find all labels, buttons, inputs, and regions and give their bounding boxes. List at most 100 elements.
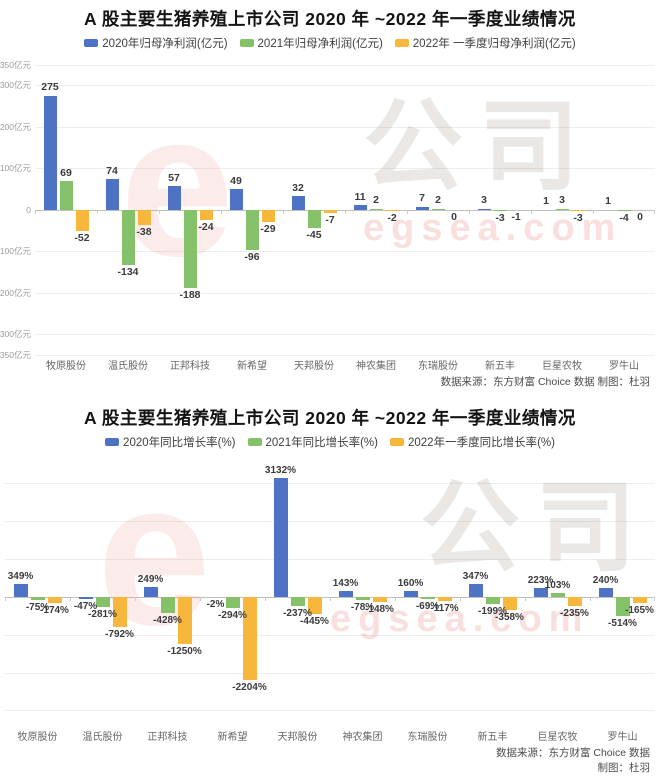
plot-area: 350亿元 300亿元 200亿元 100亿元 0 -100亿元 -200亿元 -300亿元 -… <box>0 60 655 360</box>
bar-value-label: -4 <box>619 212 629 225</box>
bar-value-label: -1250% <box>167 646 202 658</box>
axis-tick <box>221 209 222 214</box>
axis-tick <box>654 209 655 214</box>
bar-value-label: 57 <box>168 171 180 184</box>
bar-value-label: -45 <box>306 229 322 242</box>
bar-value-label: 49 <box>230 174 242 187</box>
x-axis-labels: 牧原股份 温氏股份 正邦科技 新希望 天邦股份 神农集团 东瑞股份 新五丰 巨星农牧 罗牛山 <box>35 357 655 372</box>
bar-value-label: -47% <box>73 600 98 612</box>
bar-value-label: -29 <box>260 222 276 235</box>
bar-value-label: -69% <box>415 601 440 613</box>
y-axis-tick-label: 100亿元 <box>0 163 31 174</box>
axis-tick <box>469 209 470 214</box>
axis-tick <box>460 596 461 601</box>
legend-label: 2021年同比增长率(%) <box>265 437 378 450</box>
bar-value-label: 223% <box>527 575 554 587</box>
category-label: 天邦股份 <box>294 360 334 372</box>
bar-value-label: 143% <box>332 578 359 590</box>
bar-value-label: 11 <box>354 190 366 203</box>
bar-value-label: -188 <box>179 288 201 301</box>
bar-value-label: -237% <box>283 607 312 619</box>
legend-swatch-icon <box>239 38 254 47</box>
bar <box>598 587 613 597</box>
bar <box>485 596 500 605</box>
legend-item: 2022年 一季度归母净利润(亿元) <box>394 35 576 51</box>
legend-label: 2022年一季度同比增长率(%) <box>407 437 555 450</box>
bar-value-label: -52 <box>74 232 90 245</box>
bar <box>291 196 305 210</box>
bar <box>59 181 73 210</box>
bar <box>431 208 445 210</box>
bar-value-label: -1 <box>511 211 521 224</box>
bar <box>468 583 483 597</box>
axis-tick <box>70 596 71 601</box>
category-label: 东瑞股份 <box>418 360 458 372</box>
category-label: 巨星农牧 <box>542 360 582 372</box>
bar-value-label: 7 <box>419 192 425 205</box>
bar-value-label: -428% <box>153 614 182 626</box>
legend-item: 2020年归母净利润(亿元) <box>84 35 228 51</box>
bar-value-label: -2% <box>206 598 225 610</box>
gridline <box>35 292 655 294</box>
bar-value-label: 160% <box>397 577 424 589</box>
legend: 2020年归母净利润(亿元) 2021年归母净利润(亿元) 2022年 一季度归母净… <box>0 35 660 51</box>
bar <box>355 596 370 600</box>
category-label: 神农集团 <box>342 732 383 744</box>
bar <box>385 209 399 211</box>
gridline <box>35 168 655 170</box>
bar <box>273 478 288 597</box>
bar <box>415 206 429 210</box>
source-line: 数据来源：东方财富 Choice 数据 制图：杜羽 <box>440 375 650 388</box>
category-label: 巨星农牧 <box>537 732 578 744</box>
bar-value-label: -281% <box>88 609 117 621</box>
legend-item: 2021年归母净利润(亿元) <box>239 35 383 51</box>
chart-title: A 股主要生猪养殖上市公司 2020 年 ~2022 年一季度业绩情况 <box>84 408 576 429</box>
bar-value-label: -514% <box>608 618 637 630</box>
axis-tick <box>590 596 591 601</box>
category-label: 新五丰 <box>477 732 508 744</box>
bar-value-label: -445% <box>300 615 329 627</box>
bar-value-label: -3 <box>495 211 505 224</box>
bar-value-label: -134 <box>117 266 139 279</box>
plot-area: e 公司 egsea.com 349% -75% -174% -47% -281% -792% 2… <box>5 451 655 714</box>
bar <box>403 590 418 597</box>
bar-value-label: -96 <box>244 250 260 263</box>
bar-value-label: -24 <box>198 220 214 233</box>
category-label: 天邦股份 <box>277 732 318 744</box>
gridline <box>5 521 655 522</box>
bar <box>437 596 452 602</box>
gridline <box>5 672 655 674</box>
legend-label: 2020年同比增长率(%) <box>123 437 236 450</box>
bar <box>261 209 275 222</box>
bar-value-label: 1 <box>543 194 549 207</box>
bar <box>112 596 127 627</box>
source-line: 制图：杜羽 <box>597 761 651 774</box>
category-label: 新希望 <box>217 732 248 744</box>
axis-tick <box>330 596 331 601</box>
axis-tick <box>525 596 526 601</box>
bar-value-label: 0 <box>637 210 643 223</box>
axis-tick <box>135 596 136 601</box>
bar <box>177 596 192 645</box>
gridline <box>5 710 655 712</box>
bar <box>420 596 435 600</box>
bar <box>550 592 565 597</box>
bar-value-label: 3 <box>481 194 487 206</box>
bar <box>533 588 548 597</box>
bar <box>105 179 119 210</box>
bar-value-label: 69 <box>60 166 72 179</box>
bar <box>30 596 45 600</box>
axis-tick <box>5 596 6 601</box>
category-label: 罗牛山 <box>607 732 638 744</box>
axis-tick <box>265 596 266 601</box>
y-axis-tick-label: 300亿元 <box>0 80 31 91</box>
category-label: 正邦科技 <box>170 360 210 372</box>
legend-item: 2022年一季度同比增长率(%) <box>389 434 555 450</box>
bar-value-label: -78% <box>350 601 375 613</box>
bar <box>167 186 181 210</box>
gridline <box>35 64 655 66</box>
category-label: 正邦科技 <box>147 732 188 744</box>
bar-value-label: -117% <box>430 603 459 615</box>
bar-value-label: 2 <box>435 194 441 207</box>
source-credit: 数据来源：东方财富 Choice 数据 制图：杜羽 <box>0 372 660 390</box>
